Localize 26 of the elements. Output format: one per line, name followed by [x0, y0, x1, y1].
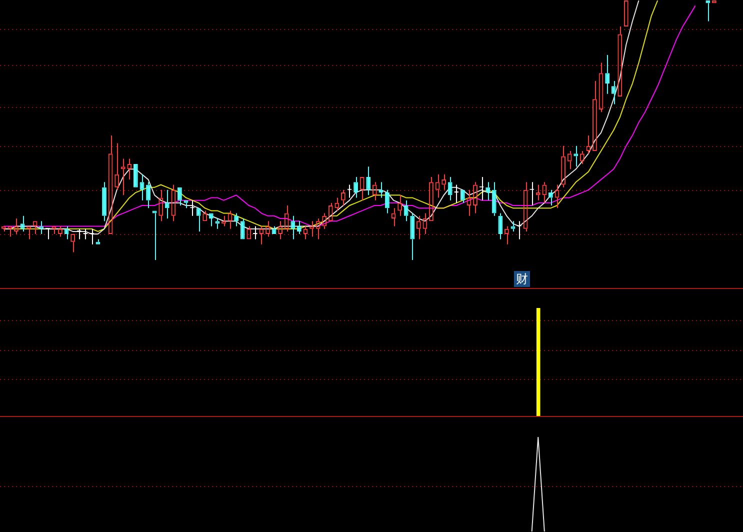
candlestick	[196, 208, 201, 232]
text: 财	[514, 271, 530, 287]
candlestick	[178, 187, 182, 206]
candlestick	[240, 218, 245, 240]
candlestick	[146, 182, 150, 209]
candlestick	[498, 212, 503, 240]
candlestick	[611, 80, 616, 105]
candlestick	[152, 210, 157, 260]
candlestick	[410, 212, 415, 260]
candlestick	[492, 182, 496, 216]
candlestick	[460, 190, 465, 204]
candlestick	[605, 54, 610, 94]
candlestick	[366, 166, 371, 196]
candlestick	[208, 213, 214, 227]
candlestick	[354, 176, 358, 198]
candlestick	[290, 215, 296, 240]
candlestick	[385, 189, 390, 214]
candlestick	[548, 189, 553, 206]
candlestick	[486, 182, 490, 201]
candlestick	[20, 215, 25, 232]
candlestick	[448, 176, 452, 201]
candlestick	[164, 189, 170, 219]
candlestick	[296, 220, 302, 235]
candlestick	[404, 200, 408, 222]
candlestick	[102, 182, 106, 222]
candlestick	[234, 212, 239, 227]
